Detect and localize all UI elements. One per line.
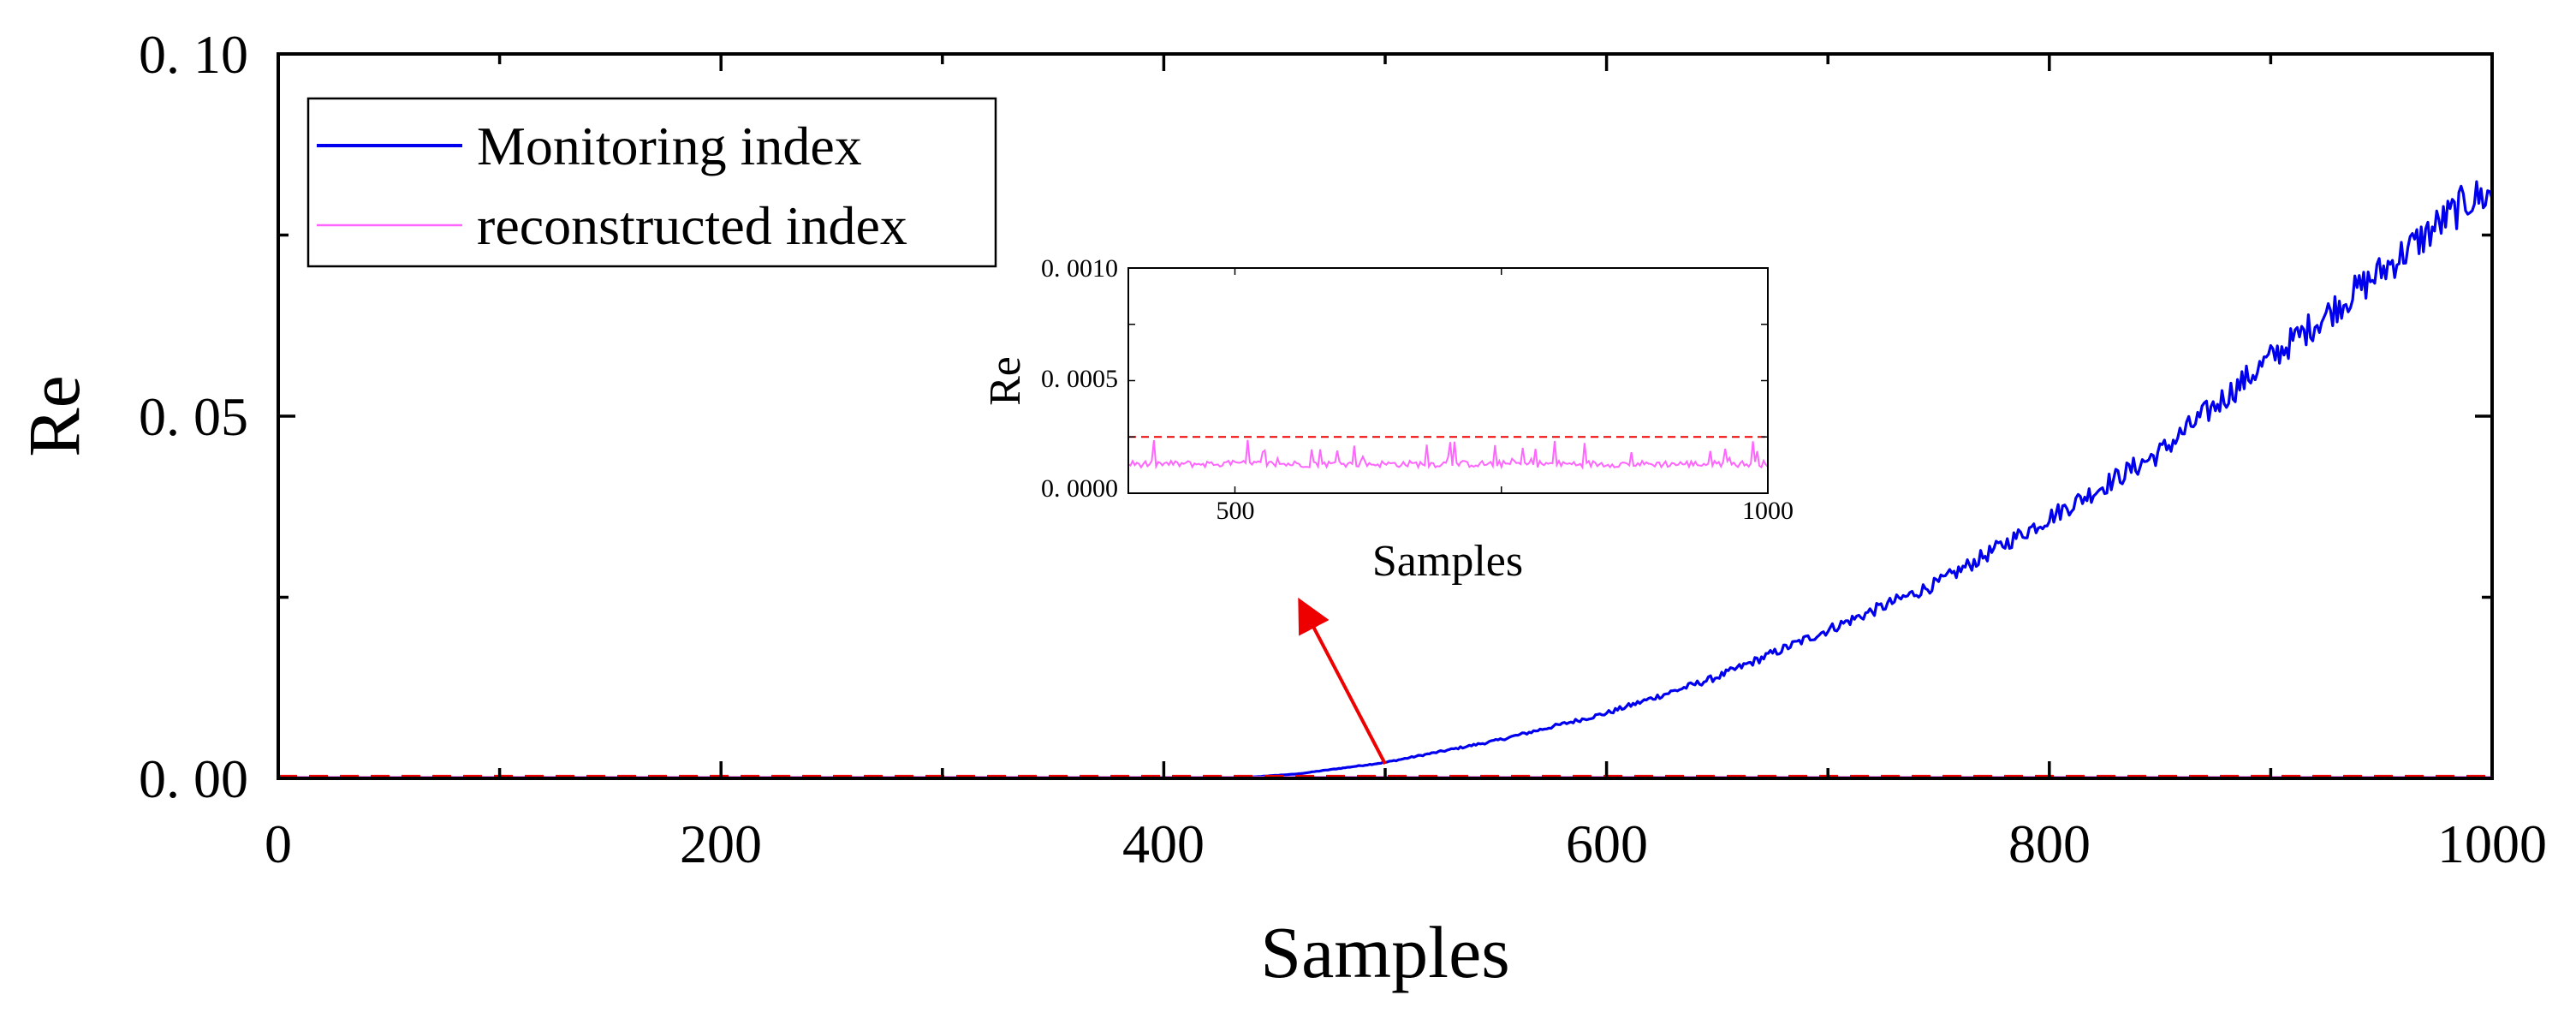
inset-y-tick-label-0.0010: 0. 0010 (1041, 254, 1118, 283)
inset-x-tick-label-1000: 1000 (1742, 497, 1794, 525)
x-tick-label-800: 800 (2008, 813, 2091, 874)
y-tick-label-0.05: 0. 05 (139, 386, 248, 447)
annotation-arrow (1298, 597, 1387, 766)
inset-x-tick-label-500: 500 (1217, 497, 1255, 525)
y-tick-label-0: 0. 00 (139, 748, 248, 809)
inset-series-group (1128, 436, 1768, 470)
x-tick-label-1000: 1000 (2437, 813, 2547, 874)
x-axis-title: Samples (1260, 911, 1509, 993)
inset-y-axis-title: Re (981, 356, 1030, 406)
inset-series-line-reconstructed-index (1128, 439, 1768, 470)
legend-box (306, 97, 997, 268)
inset-y-tick-label-0.0005: 0. 0005 (1041, 365, 1118, 393)
legend-label-reconstructed-index: reconstructed index (477, 195, 907, 256)
legend-label-monitoring-index: Monitoring index (477, 116, 862, 176)
y-tick-label-0.10: 0. 10 (139, 24, 248, 85)
x-tick-label-200: 200 (680, 813, 762, 874)
x-tick-label-0: 0 (265, 813, 292, 874)
inset-plot: 500 1000 0. 0000 0. 0005 0. 0010 Samples… (981, 254, 1794, 586)
x-tick-label-400: 400 (1122, 813, 1205, 874)
x-tick-label-600: 600 (1566, 813, 1648, 874)
legend: Monitoring index reconstructed index (306, 97, 997, 268)
tick-marks (277, 52, 2494, 780)
y-axis-title: Re (13, 375, 95, 457)
inset-tick-marks (1128, 267, 1769, 494)
main-plot: 0 200 400 600 800 1000 0. 00 0. 05 0. 10… (13, 24, 2547, 993)
inset-y-tick-label-0: 0. 0000 (1041, 474, 1118, 503)
inset-x-axis-title: Samples (1372, 537, 1523, 586)
